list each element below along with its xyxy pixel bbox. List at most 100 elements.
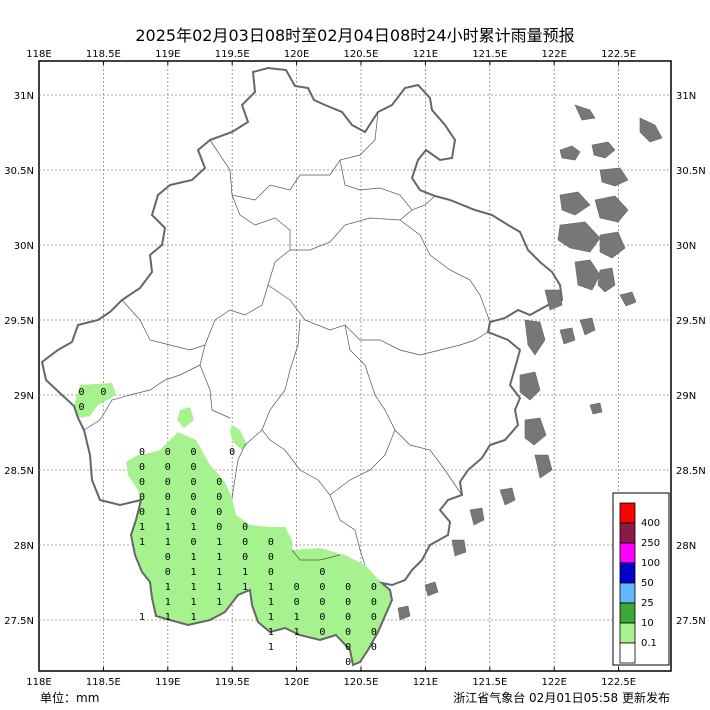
grid-value: 0 (371, 597, 377, 608)
legend-swatch (619, 502, 636, 524)
grid-value: 1 (191, 552, 197, 563)
color-legend: 400 250 100 50 25 10 0.1 (612, 492, 670, 666)
lon-tick-label: 120.5E (344, 49, 379, 60)
credit-label: 浙江省气象台 02月01日05:58 更新发布 (453, 691, 670, 705)
grid-value: 0 (78, 387, 84, 398)
lat-tick-label: 30N (676, 241, 696, 252)
lon-tick-label: 119.5E (215, 677, 250, 688)
grid-value: 0 (165, 567, 171, 578)
legend-swatch (619, 542, 636, 564)
grid-value: 1 (165, 522, 171, 533)
grid-value: 1 (191, 522, 197, 533)
unit-label: 单位：mm (40, 691, 100, 705)
grid-value: 0 (242, 537, 248, 548)
lon-tick-label: 119.5E (215, 49, 250, 60)
lat-lon-grid (39, 61, 671, 671)
grid-value: 0 (371, 612, 377, 623)
legend-label: 250 (641, 538, 660, 549)
grid-value: 0 (139, 447, 145, 458)
lat-tick-label: 31N (676, 91, 696, 102)
grid-value: 0 (191, 462, 197, 473)
grid-value: 0 (268, 567, 274, 578)
legend-swatch (619, 562, 636, 584)
grid-value: 1 (191, 597, 197, 608)
grid-value: 1 (216, 597, 222, 608)
lat-tick-labels-left: 31N 30.5N 30N 29.5N 29N 28.5N 28N 27.5N (4, 91, 34, 627)
grid-value: 0 (165, 477, 171, 488)
legend-swatch (619, 582, 636, 604)
grid-value: 0 (294, 582, 300, 593)
lon-tick-label: 120E (284, 49, 309, 60)
lat-tick-label: 28.5N (676, 466, 706, 477)
grid-value: 1 (165, 597, 171, 608)
rainfall-grid-values: 0 0 0 0 0 0 0 0 0 0 0 0 0 0 0 0 0 0 0 1 0 0 1 1 1 0 0 1 1 0 1 0 0 0 1 1 0 0 0 1… (78, 387, 376, 668)
lon-tick-label: 119E (155, 677, 180, 688)
map-title: 2025年02月03日08时至02月04日08时24小时累计雨量预报 (135, 26, 575, 45)
legend-label: 10 (641, 618, 654, 629)
grid-value: 1 (216, 582, 222, 593)
grid-value: 0 (191, 492, 197, 503)
grid-value: 1 (165, 507, 171, 518)
grid-value: 0 (319, 612, 325, 623)
lat-tick-label: 29.5N (676, 316, 706, 327)
legend-label: 100 (641, 558, 660, 569)
legend-swatch (619, 522, 636, 544)
grid-value: 0 (268, 552, 274, 563)
grid-value: 0 (319, 567, 325, 578)
grid-value: 1 (268, 582, 274, 593)
grid-value: 1 (268, 612, 274, 623)
grid-value: 0 (268, 537, 274, 548)
grid-value: 0 (191, 537, 197, 548)
grid-value: 1 (216, 567, 222, 578)
lat-tick-label: 29N (676, 391, 696, 402)
grid-value: 0 (165, 492, 171, 503)
lon-tick-labels-bottom: 118E 118.5E 119E 119.5E 120E 120.5E 121E 121.5E… (26, 667, 636, 688)
grid-value: 0 (345, 627, 351, 638)
province-boundary (40, 66, 564, 667)
lon-tick-label: 122.5E (601, 49, 636, 60)
lon-tick-label: 118E (26, 677, 51, 688)
grid-value: 0 (371, 627, 377, 638)
grid-value: 1 (165, 537, 171, 548)
grid-value: 0 (345, 612, 351, 623)
lat-tick-label: 30.5N (4, 166, 34, 177)
grid-value: 1 (268, 627, 274, 638)
lat-tick-label: 31N (14, 91, 34, 102)
lon-tick-label: 121E (413, 677, 438, 688)
grid-value: 0 (139, 507, 145, 518)
rain-area-shading (74, 383, 392, 665)
lat-tick-label: 30N (14, 241, 34, 252)
grid-value: 0 (319, 627, 325, 638)
lon-tick-label: 118.5E (86, 677, 121, 688)
lat-tick-label: 29N (14, 391, 34, 402)
grid-value: 1 (139, 612, 145, 623)
legend-swatch (619, 622, 636, 644)
legend-label: 0.1 (641, 638, 657, 649)
grid-value: 1 (139, 537, 145, 548)
grid-value: 0 (191, 507, 197, 518)
grid-value: 1 (165, 582, 171, 593)
grid-value: 1 (216, 552, 222, 563)
grid-value: 1 (216, 537, 222, 548)
grid-value: 1 (242, 567, 248, 578)
lat-tick-label: 29.5N (4, 316, 34, 327)
grid-value: 0 (319, 582, 325, 593)
legend-label: 25 (641, 598, 654, 609)
grid-value: 0 (139, 477, 145, 488)
lat-tick-label: 27.5N (676, 616, 706, 627)
grid-value: 0 (165, 447, 171, 458)
lon-tick-label: 118E (26, 49, 51, 60)
grid-value: 0 (345, 597, 351, 608)
grid-value: 0 (242, 552, 248, 563)
grid-value: 0 (345, 582, 351, 593)
grid-value: 0 (78, 402, 84, 413)
legend-swatch (619, 642, 636, 664)
lat-tick-label: 28N (676, 541, 696, 552)
lon-tick-label: 120E (284, 677, 309, 688)
lon-tick-labels-top: 118E 118.5E 119E 119.5E 120E 120.5E 121E 121.5E… (26, 49, 636, 65)
grid-value: 0 (371, 582, 377, 593)
city-boundaries (83, 111, 491, 566)
grid-value: 0 (191, 477, 197, 488)
grid-value: 0 (345, 657, 351, 668)
grid-value: 0 (216, 507, 222, 518)
